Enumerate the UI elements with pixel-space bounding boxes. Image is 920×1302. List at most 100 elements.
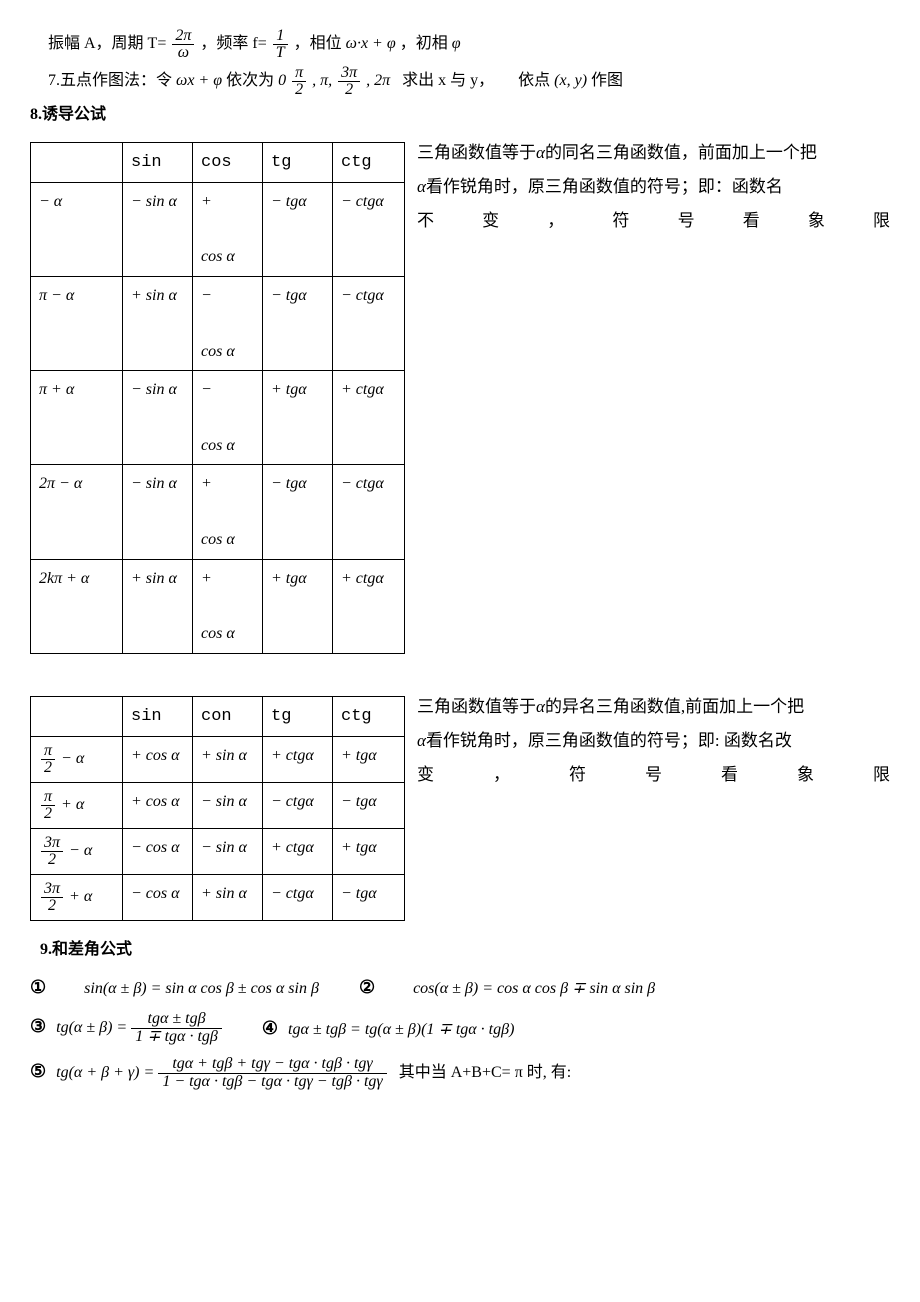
text: 求出 x 与 y， 依点 — [394, 72, 550, 89]
table-cell: 2π − α — [31, 465, 123, 559]
table-cell: + cos α — [123, 782, 193, 828]
table-cell: + tgα — [333, 828, 405, 874]
fraction-pi-2: π 2 — [292, 65, 306, 98]
table-cell: − tgα — [263, 465, 333, 559]
omega-x-phi: ωx + φ — [176, 72, 222, 89]
seq-post: , 2π — [366, 72, 390, 89]
text: 7.五点作图法：令 — [48, 72, 172, 89]
table-cell: − sin α — [123, 182, 193, 276]
table-cell: − sin α — [193, 828, 263, 874]
seq-pre: 0 — [278, 72, 286, 89]
table-cell: − ctgα — [263, 782, 333, 828]
table-cell: +cos α — [193, 559, 263, 653]
table-header: cos — [193, 142, 263, 182]
table-header — [31, 142, 123, 182]
side-text-b: 三角函数值等于α的异名三角函数值,前面加上一个把 α看作锐角时，原三角函数值的符… — [417, 690, 890, 792]
table-cell: 3π2 + α — [31, 874, 123, 920]
table-cell: + tgα — [333, 736, 405, 782]
table-cell: − tgα — [263, 182, 333, 276]
text: ，相位 — [294, 35, 342, 52]
table-header — [31, 696, 123, 736]
table-cell: − cos α — [123, 828, 193, 874]
table-b-section: sincontgctgπ2 − α+ cos α+ sin α+ ctgα+ t… — [30, 690, 890, 927]
table-cell: − α — [31, 182, 123, 276]
table-row: 3π2 + α− cos α+ sin α− ctgα− tgα — [31, 874, 405, 920]
table-cell: π2 − α — [31, 736, 123, 782]
table-cell: −cos α — [193, 276, 263, 370]
table-header: con — [193, 696, 263, 736]
section-9-title: 9.和差角公式 — [30, 937, 890, 963]
formula-3: ③ tg(α ± β) = tgα ± tgβ 1 ∓ tgα · tgβ — [30, 1011, 222, 1046]
text: 振幅 A，周期 T= — [48, 35, 166, 52]
table-cell: +cos α — [193, 182, 263, 276]
fraction-tg-triple: tgα + tgβ + tgγ − tgα · tgβ · tgγ 1 − tg… — [158, 1056, 386, 1091]
table-cell: − sin α — [193, 782, 263, 828]
table-cell: + sin α — [193, 874, 263, 920]
table-header: tg — [263, 142, 333, 182]
table-cell: + ctgα — [263, 736, 333, 782]
table-cell: − tgα — [333, 874, 405, 920]
fraction-3pi-2: 3π 2 — [338, 65, 360, 98]
formula-row-3: ⑤ tg(α + β + γ) = tgα + tgβ + tgγ − tgα … — [30, 1056, 890, 1091]
table-cell: π2 + α — [31, 782, 123, 828]
fraction-1-t: 1 T — [273, 28, 288, 61]
table-header: sin — [123, 696, 193, 736]
table-row: − α− sin α+cos α− tgα− ctgα — [31, 182, 405, 276]
table-cell: + tgα — [263, 559, 333, 653]
table-cell: + sin α — [123, 276, 193, 370]
table-cell: + ctgα — [263, 828, 333, 874]
table-cell: π − α — [31, 276, 123, 370]
table-cell: − ctgα — [263, 874, 333, 920]
text: 作图 — [591, 72, 623, 89]
phase-expr: ω·x + φ — [346, 35, 396, 52]
table-cell: − sin α — [123, 371, 193, 465]
fraction-2pi-omega: 2π ω — [172, 28, 194, 61]
formula-row-1: ① sin(α ± β) = sin α cos β ± cos α sin β… — [30, 973, 890, 1002]
formula-row-2: ③ tg(α ± β) = tgα ± tgβ 1 ∓ tgα · tgβ ④ … — [30, 1011, 890, 1046]
phi: φ — [452, 35, 461, 52]
table-cell: −cos α — [193, 371, 263, 465]
table-header: ctg — [333, 142, 405, 182]
table-cell: − cos α — [123, 874, 193, 920]
formula-2: ② cos(α ± β) = cos α cos β ∓ sin α sin β — [359, 973, 655, 1002]
table-cell: − tgα — [333, 782, 405, 828]
table-cell: + sin α — [123, 559, 193, 653]
table-row: π2 + α+ cos α− sin α− ctgα− tgα — [31, 782, 405, 828]
table-cell: + ctgα — [333, 559, 405, 653]
formula-4: ④ tgα ± tgβ = tg(α ± β)(1 ∓ tgα · tgβ) — [262, 1014, 515, 1043]
text: 依次为 — [226, 72, 274, 89]
table-row: π + α− sin α−cos α+ tgα+ ctgα — [31, 371, 405, 465]
table-header: tg — [263, 696, 333, 736]
text: ，频率 f= — [200, 35, 266, 52]
table-header: sin — [123, 142, 193, 182]
side-text-a: 三角函数值等于α的同名三角函数值，前面加上一个把 α看作锐角时，原三角函数值的符… — [417, 136, 890, 238]
table-cell: + sin α — [193, 736, 263, 782]
section-8-title: 8.诱导公试 — [30, 102, 890, 128]
table-cell: + cos α — [123, 736, 193, 782]
table-cell: − sin α — [123, 465, 193, 559]
trig-table-a: sincostgctg− α− sin α+cos α− tgα− ctgαπ … — [30, 142, 405, 654]
table-cell: − tgα — [263, 276, 333, 370]
table-cell: +cos α — [193, 465, 263, 559]
text: ，初相 — [400, 35, 448, 52]
formula-5: ⑤ tg(α + β + γ) = tgα + tgβ + tgγ − tgα … — [30, 1056, 571, 1091]
point-xy: (x, y) — [554, 72, 587, 89]
table-cell: − ctgα — [333, 465, 405, 559]
table-row: π − α+ sin α−cos α− tgα− ctgα — [31, 276, 405, 370]
table-cell: + ctgα — [333, 371, 405, 465]
table-cell: 3π2 − α — [31, 828, 123, 874]
table-row: 3π2 − α− cos α− sin α+ ctgα+ tgα — [31, 828, 405, 874]
table-a-section: sincostgctg− α− sin α+cos α− tgα− ctgαπ … — [30, 136, 890, 660]
table-cell: + tgα — [263, 371, 333, 465]
seq-mid: , π, — [312, 72, 332, 89]
table-header: ctg — [333, 696, 405, 736]
table-cell: − ctgα — [333, 276, 405, 370]
trig-table-b: sincontgctgπ2 − α+ cos α+ sin α+ ctgα+ t… — [30, 696, 405, 921]
table-row: π2 − α+ cos α+ sin α+ ctgα+ tgα — [31, 736, 405, 782]
table-row: 2π − α− sin α+cos α− tgα− ctgα — [31, 465, 405, 559]
amplitude-period-line: 振幅 A，周期 T= 2π ω ，频率 f= 1 T ，相位 ω·x + φ ，… — [30, 28, 890, 61]
formula-1: ① sin(α ± β) = sin α cos β ± cos α sin β — [30, 973, 319, 1002]
table-cell: 2kπ + α — [31, 559, 123, 653]
five-point-line: 7.五点作图法：令 ωx + φ 依次为 0 π 2 , π, 3π 2 , 2… — [30, 65, 890, 98]
table-cell: − ctgα — [333, 182, 405, 276]
